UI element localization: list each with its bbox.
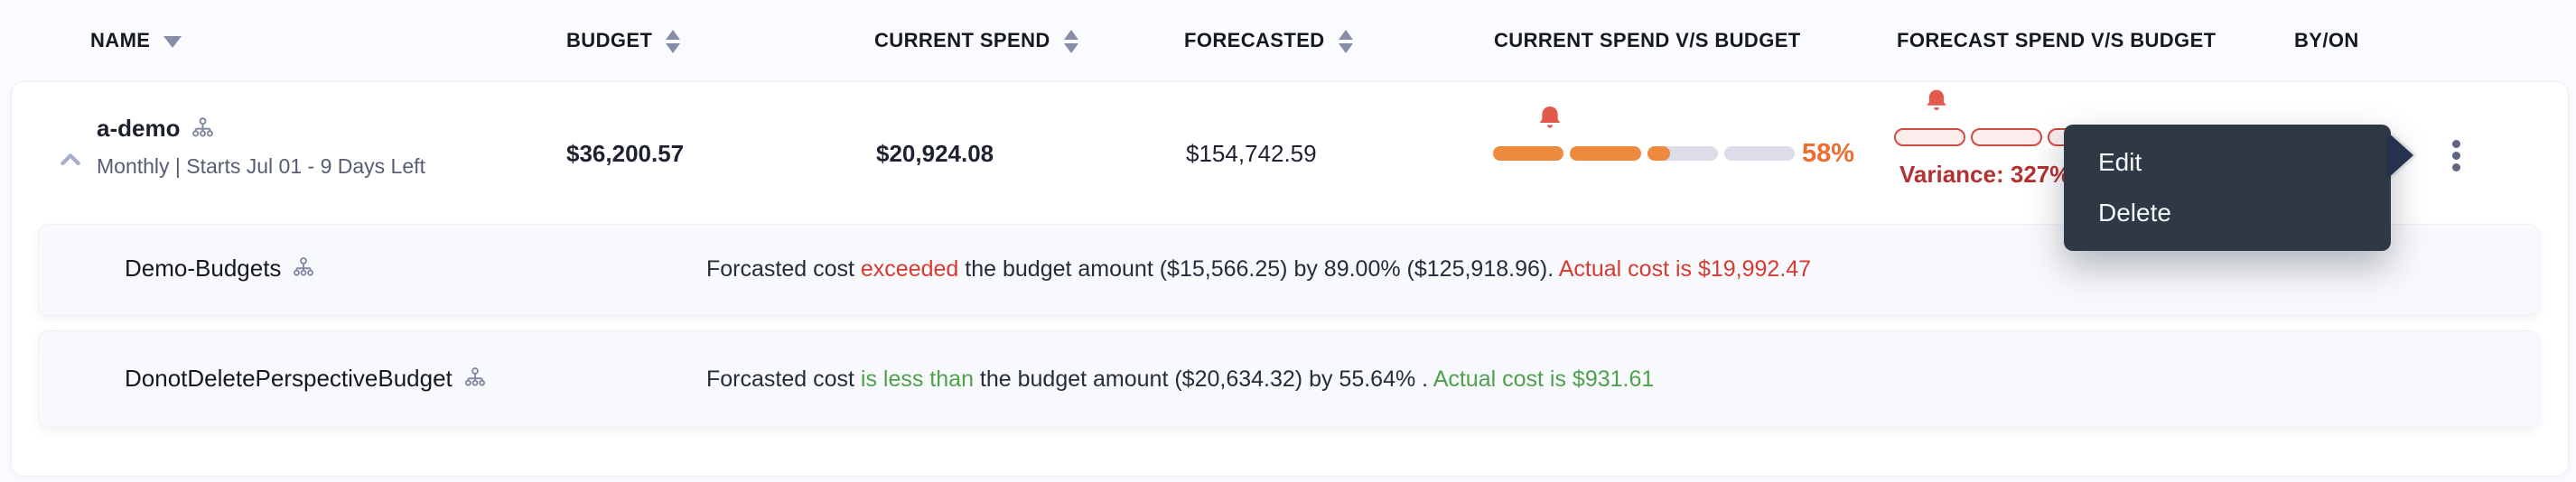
kebab-menu-icon: [2451, 139, 2460, 148]
column-header-label: FORECASTED: [1184, 29, 1325, 51]
message-part: the budget amount ($20,634.32) by 55.64%…: [973, 366, 1433, 392]
column-header-label: FORECAST SPEND V/S BUDGET: [1897, 29, 2217, 51]
hierarchy-icon: [192, 116, 214, 136]
bar-segment: [1723, 146, 1795, 161]
column-header-budget[interactable]: BUDGET: [566, 27, 681, 54]
bell-icon: [1922, 87, 1951, 122]
message-part: exceeded: [860, 256, 959, 282]
child-budget-name-cell: DonotDeletePerspectiveBudget: [125, 364, 487, 393]
budget-schedule: Monthly | Starts Jul 01 - 9 Days Left: [97, 154, 425, 178]
message-part: the budget amount ($15,566.25) by 89.00%…: [958, 256, 1559, 282]
budget-name-cell: a-demo Monthly | Starts Jul 01 - 9 Days …: [97, 114, 425, 179]
child-row-card: [38, 330, 2540, 428]
column-header-current-vs-budget: CURRENT SPEND V/S BUDGET: [1494, 27, 1801, 54]
current-vs-budget-percent: 58%: [1802, 139, 1855, 168]
column-header-forecast-vs-budget: FORECAST SPEND V/S BUDGET: [1897, 27, 2216, 54]
menu-item-edit[interactable]: Edit: [2098, 148, 2142, 176]
forecast-message: Forcasted cost exceeded the budget amoun…: [706, 255, 1811, 283]
child-budget-name-cell: Demo-Budgets: [125, 254, 315, 283]
message-part: Forcasted cost: [706, 256, 861, 282]
bar-segment: [1971, 128, 2042, 146]
forecast-message: Forcasted cost is less than the budget a…: [706, 365, 1654, 394]
bar-segment: [1570, 146, 1641, 161]
message-part: Actual cost is $19,992.47: [1558, 256, 1812, 282]
current-spend-amount: $20,924.08: [876, 140, 994, 167]
column-header-label: CURRENT SPEND: [874, 29, 1050, 51]
bar-segment: [1647, 146, 1718, 161]
menu-item-delete[interactable]: Delete: [2098, 199, 2171, 227]
current-vs-budget-bar: [1493, 106, 1795, 161]
chevron-up-icon: [61, 153, 80, 166]
context-menu-pointer-icon: [2387, 132, 2413, 179]
budget-name: a-demo: [97, 115, 181, 142]
sort-arrows-icon: [1063, 30, 1078, 53]
message-part: Forcasted cost: [706, 366, 861, 392]
message-part: Actual cost is $931.61: [1433, 366, 1655, 392]
sort-arrows-icon: [666, 30, 681, 53]
column-header-current-spend[interactable]: CURRENT SPEND: [874, 27, 1078, 54]
column-header-by-on: BY/ON: [2294, 27, 2359, 54]
column-header-label: CURRENT SPEND V/S BUDGET: [1494, 29, 1801, 51]
collapse-row-button[interactable]: [54, 144, 87, 176]
child-budget-name: DonotDeletePerspectiveBudget: [125, 365, 453, 392]
row-actions-context-menu: Edit Delete: [2064, 125, 2391, 251]
hierarchy-icon: [464, 367, 485, 386]
column-header-label: BUDGET: [566, 29, 653, 51]
hierarchy-icon: [294, 257, 314, 276]
row-actions-button[interactable]: [2439, 130, 2473, 181]
bar-segment: [1493, 146, 1564, 161]
column-header-name[interactable]: NAME: [90, 27, 182, 54]
child-budget-name: Demo-Budgets: [125, 255, 282, 282]
bell-icon: [1535, 103, 1565, 140]
column-header-forecasted[interactable]: FORECASTED: [1184, 27, 1353, 54]
caret-down-icon: [163, 36, 182, 48]
bar-segment: [1894, 128, 1965, 146]
forecasted-amount: $154,742.59: [1186, 140, 1317, 167]
budget-amount: $36,200.57: [566, 140, 685, 167]
column-header-label: NAME: [90, 29, 151, 51]
sort-arrows-icon: [1338, 30, 1353, 53]
forecast-variance: Variance: 327%: [1899, 161, 2071, 188]
message-part: is less than: [860, 366, 974, 392]
column-header-label: BY/ON: [2294, 29, 2359, 51]
